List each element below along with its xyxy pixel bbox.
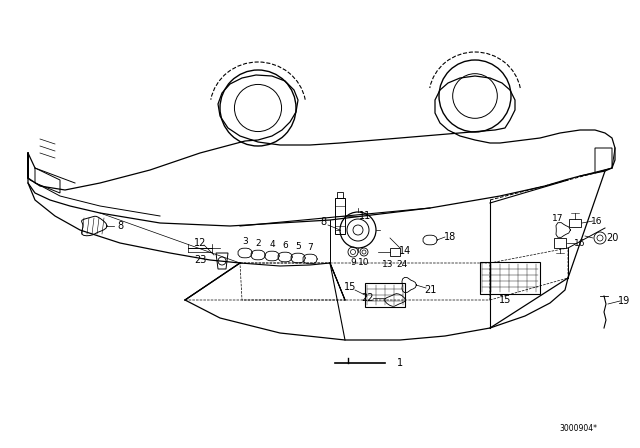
Text: 1: 1	[397, 358, 403, 368]
Bar	[337, 192, 343, 198]
Text: 17: 17	[552, 214, 564, 223]
Text: 4: 4	[269, 240, 275, 249]
Text: 21: 21	[424, 285, 436, 295]
Text: 2: 2	[255, 238, 261, 247]
Text: 15: 15	[344, 282, 356, 292]
Text: 6: 6	[282, 241, 288, 250]
Text: 12: 12	[194, 238, 206, 248]
Bar	[335, 198, 345, 234]
Text: 5: 5	[295, 241, 301, 250]
Text: 18: 18	[444, 232, 456, 242]
Bar	[480, 262, 540, 294]
Bar	[569, 219, 581, 227]
Text: 22: 22	[361, 293, 373, 303]
Text: 24: 24	[396, 259, 408, 268]
Text: 19: 19	[618, 296, 630, 306]
Text: 7: 7	[307, 242, 313, 251]
Bar	[390, 248, 400, 256]
Bar	[554, 238, 566, 248]
Text: 3000904*: 3000904*	[559, 423, 597, 432]
Text: 10: 10	[358, 258, 370, 267]
Text: 8: 8	[117, 221, 123, 231]
Text: 13: 13	[382, 259, 394, 268]
Text: 20: 20	[606, 233, 618, 243]
Text: 9: 9	[350, 258, 356, 267]
Text: 16: 16	[574, 238, 586, 247]
Text: 23: 23	[194, 255, 206, 265]
Bar	[365, 283, 405, 307]
Text: 16: 16	[591, 216, 603, 225]
Text: 11: 11	[359, 211, 371, 221]
Text: 8: 8	[320, 217, 326, 227]
Text: 3: 3	[242, 237, 248, 246]
Text: 15: 15	[499, 295, 511, 305]
Text: 14: 14	[399, 246, 411, 256]
